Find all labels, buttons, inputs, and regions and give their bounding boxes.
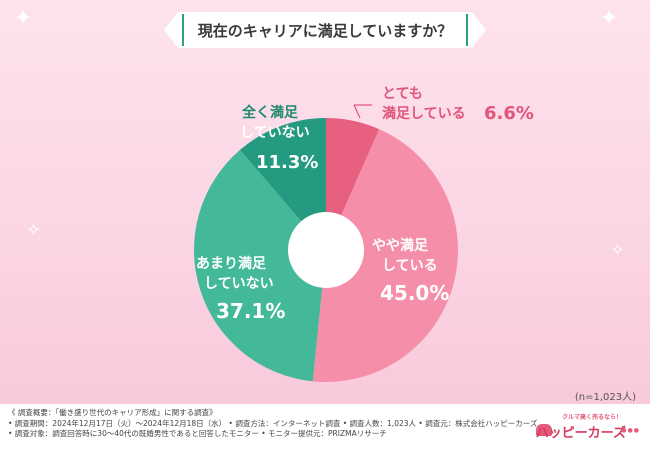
slice-label-very-satisfied: とても 満足している 6.6% [382, 86, 534, 124]
logo-name: ハッピーカーズ [535, 426, 626, 441]
pie-slice-3 [239, 118, 326, 250]
label-value: 37.1% [216, 299, 285, 323]
donut-chart: とても 満足している 6.6% やや満足 している 45.0% あまり満足 して… [193, 86, 534, 382]
label-value: 45.0% [380, 281, 449, 305]
sparkle-decoration: ✦ [600, 6, 619, 31]
pie-slice-2 [193, 149, 326, 382]
logo-dots: ●●● [621, 427, 640, 434]
slice-label-not-very-satisfied: あまり満足 していない 37.1% [196, 255, 285, 323]
label-line1: あまり満足 [196, 255, 267, 272]
sparkle-decoration: ✦ [14, 6, 33, 31]
chart-title: 現在のキャリアに満足していますか？ [197, 21, 453, 40]
slice-label-not-satisfied: 全く満足 していない 11.3% [240, 104, 318, 173]
label-line1: 全く満足 [241, 104, 299, 121]
pie-slice-1 [312, 129, 458, 382]
footer-line: • 調査対象：調査回答時に30〜40代の既婚男性であると回答したモニター • モ… [8, 429, 387, 438]
label-line2: していない [204, 276, 274, 292]
donut-hole [288, 212, 364, 288]
label-line2: していない [240, 125, 310, 141]
car-icon [536, 424, 552, 436]
slice-label-somewhat-satisfied: やや満足 している 45.0% [372, 237, 449, 305]
footer-line: • 調査期間：2024年12月17日（火）〜2024年12月18日（水） • 調… [8, 418, 538, 428]
happy-cars-logo[interactable]: クルマ高く売るなら！ ハッピーカーズ ●●● [536, 412, 640, 444]
label-line2: している [382, 258, 438, 274]
survey-details: 《 調査概要：「働き盛り世代のキャリア形成」に関する調査》 • 調査期間：202… [8, 408, 537, 440]
label-line2: 満足している [382, 105, 466, 122]
label-line1: やや満足 [372, 237, 429, 254]
title-accent-left [182, 14, 184, 46]
logo-tagline: クルマ高く売るなら！ [562, 414, 622, 421]
chart-title-banner: 現在のキャリアに満足していますか？ [164, 12, 486, 48]
sample-size-note: (n=1,023人) [574, 392, 636, 403]
footer-line: 《 調査概要：「働き盛り世代のキャリア形成」に関する調査》 [8, 408, 217, 417]
survey-footer: 《 調査概要：「働き盛り世代のキャリア形成」に関する調査》 • 調査期間：202… [0, 404, 650, 450]
callout-line [353, 104, 361, 119]
label-value: 11.3% [256, 152, 318, 173]
title-accent-right [466, 14, 468, 46]
sparkle-decoration: ✧ [610, 240, 626, 261]
label-line1: とても [382, 86, 423, 102]
sparkle-decoration: ✧ [26, 220, 42, 241]
label-value: 6.6% [484, 103, 534, 124]
